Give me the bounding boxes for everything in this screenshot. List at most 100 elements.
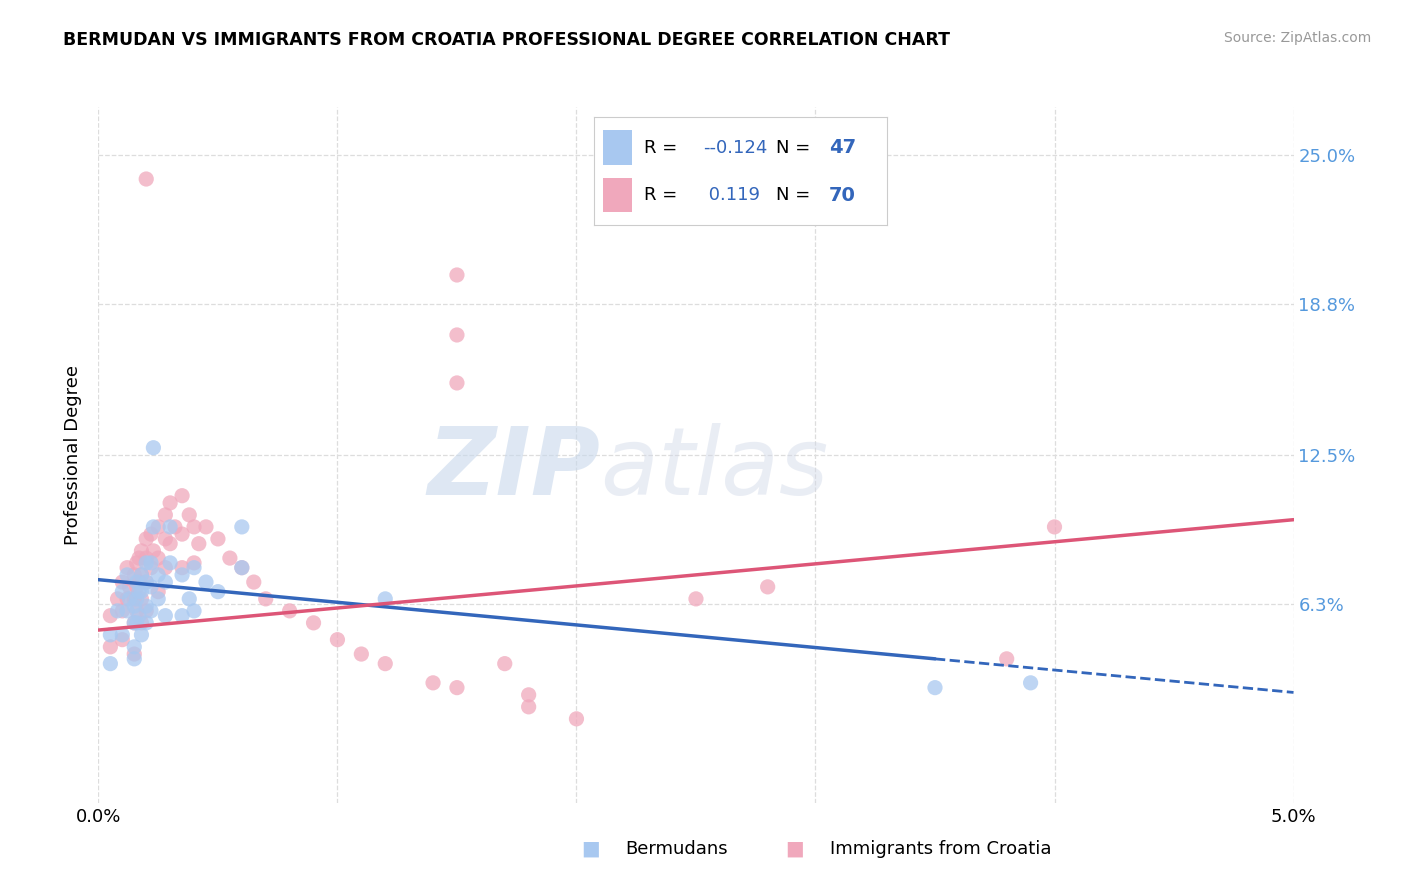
Point — [139, 604, 162, 618]
Point — [111, 632, 134, 647]
Point — [163, 520, 186, 534]
Point — [111, 584, 134, 599]
Point — [135, 172, 157, 186]
Point — [756, 580, 779, 594]
Point — [446, 681, 468, 695]
Text: R =: R = — [644, 186, 683, 204]
Point — [128, 608, 150, 623]
Point — [135, 532, 157, 546]
Point — [128, 551, 150, 566]
Point — [131, 544, 153, 558]
Point — [128, 584, 150, 599]
Point — [179, 591, 201, 606]
Point — [131, 584, 153, 599]
Point — [278, 604, 301, 618]
Point — [131, 567, 153, 582]
Point — [517, 688, 540, 702]
Point — [446, 268, 468, 282]
Text: 0.119: 0.119 — [703, 186, 759, 204]
Point — [131, 628, 153, 642]
Point — [115, 604, 138, 618]
Point — [111, 604, 134, 618]
Point — [139, 580, 162, 594]
Point — [172, 527, 194, 541]
Point — [159, 556, 181, 570]
Point — [155, 532, 177, 546]
Point — [131, 567, 153, 582]
Y-axis label: Professional Degree: Professional Degree — [63, 365, 82, 545]
Point — [179, 508, 201, 522]
Point — [125, 604, 148, 618]
Point — [155, 560, 177, 574]
Point — [159, 496, 181, 510]
Point — [135, 604, 157, 618]
Point — [159, 537, 181, 551]
Point — [125, 580, 148, 594]
Bar — [603, 130, 633, 165]
Point — [148, 591, 170, 606]
Point — [231, 520, 253, 534]
Point — [155, 508, 177, 522]
Point — [125, 591, 148, 606]
Point — [124, 599, 146, 613]
Point — [135, 575, 157, 590]
Point — [374, 657, 396, 671]
Text: ▪: ▪ — [785, 835, 804, 863]
Text: atlas: atlas — [600, 424, 828, 515]
Point — [1043, 520, 1066, 534]
Point — [107, 591, 129, 606]
Point — [159, 520, 181, 534]
Point — [124, 652, 146, 666]
Point — [183, 604, 205, 618]
Text: ▪: ▪ — [581, 835, 600, 863]
Point — [125, 556, 148, 570]
Point — [446, 376, 468, 390]
Point — [494, 657, 516, 671]
Point — [115, 591, 138, 606]
Point — [148, 584, 170, 599]
Point — [100, 608, 122, 623]
Point — [118, 580, 141, 594]
Point — [124, 615, 146, 630]
Point — [1019, 676, 1042, 690]
Point — [254, 591, 277, 606]
Point — [111, 628, 134, 642]
Point — [183, 520, 205, 534]
Text: N =: N = — [776, 138, 815, 157]
Point — [172, 560, 194, 574]
Point — [100, 640, 122, 654]
Point — [135, 599, 157, 613]
Point — [231, 560, 253, 574]
Point — [207, 532, 229, 546]
Point — [100, 628, 122, 642]
Point — [243, 575, 266, 590]
Point — [142, 520, 165, 534]
Point — [131, 591, 153, 606]
Point — [124, 640, 146, 654]
Text: --0.124: --0.124 — [703, 138, 768, 157]
Point — [924, 681, 946, 695]
Point — [107, 604, 129, 618]
Text: Bermudans: Bermudans — [626, 840, 728, 858]
Point — [422, 676, 444, 690]
Point — [115, 567, 138, 582]
Point — [446, 328, 468, 343]
Point — [128, 575, 150, 590]
Point — [195, 520, 218, 534]
Text: N =: N = — [776, 186, 815, 204]
Point — [148, 520, 170, 534]
Point — [125, 615, 148, 630]
Point — [172, 567, 194, 582]
Text: 47: 47 — [828, 138, 856, 157]
Text: Source: ZipAtlas.com: Source: ZipAtlas.com — [1223, 31, 1371, 45]
Point — [131, 615, 153, 630]
Point — [183, 560, 205, 574]
Point — [219, 551, 242, 566]
Point — [125, 575, 148, 590]
Point — [187, 537, 209, 551]
Point — [155, 608, 177, 623]
Point — [148, 551, 170, 566]
Point — [148, 567, 170, 582]
Text: BERMUDAN VS IMMIGRANTS FROM CROATIA PROFESSIONAL DEGREE CORRELATION CHART: BERMUDAN VS IMMIGRANTS FROM CROATIA PROF… — [63, 31, 950, 49]
Point — [302, 615, 325, 630]
